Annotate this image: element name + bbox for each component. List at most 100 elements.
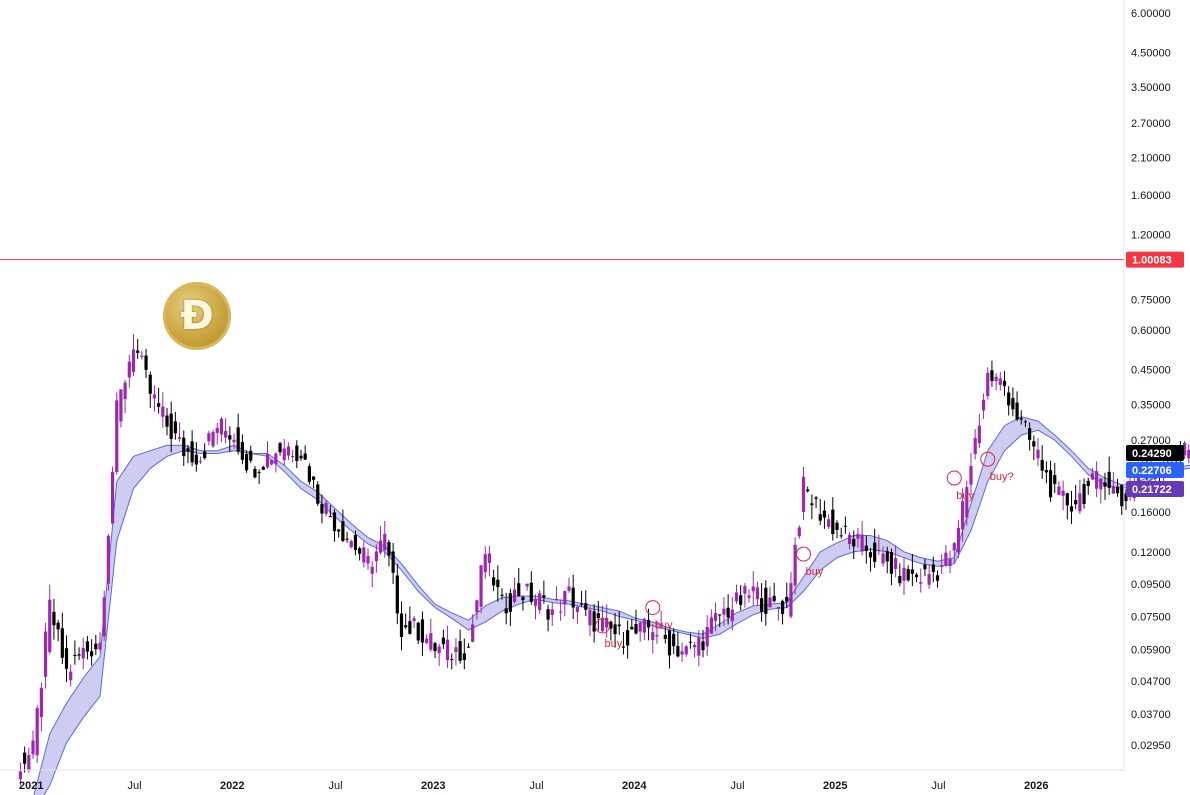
price-label-box	[1126, 462, 1184, 478]
candle-body	[1053, 475, 1057, 484]
candle-body	[801, 476, 806, 512]
candle-body	[219, 418, 224, 435]
dogecoin-logo-glyph: Ð	[180, 293, 214, 339]
candle-body	[613, 624, 617, 635]
candle-body	[1187, 449, 1190, 459]
candle-body	[90, 651, 94, 657]
candle-body	[85, 641, 90, 652]
candle-body	[873, 542, 877, 562]
candle-body	[680, 651, 684, 655]
candle-body	[1002, 380, 1007, 387]
candle-body	[27, 754, 31, 771]
candle-body	[353, 534, 358, 551]
candle-body	[274, 453, 278, 464]
price-label-box	[1126, 445, 1184, 461]
candle-body	[885, 551, 889, 562]
candle-body	[676, 646, 680, 657]
price-label-text: 0.22706	[1132, 465, 1172, 477]
candle-body	[1057, 486, 1061, 495]
candle-body	[630, 626, 634, 630]
candle-body	[1111, 486, 1115, 494]
x-tick-label: Jul	[932, 780, 946, 792]
candle-body	[148, 374, 152, 394]
candle-body	[1036, 449, 1040, 459]
band-fill	[33, 416, 1190, 795]
candle-body	[487, 553, 492, 563]
candle-body	[299, 455, 303, 459]
y-tick-label: 0.60000	[1131, 325, 1171, 337]
candle-body	[190, 441, 194, 463]
candle-body	[927, 574, 931, 585]
candle-body	[626, 630, 630, 646]
candle-body	[198, 461, 203, 463]
candle-body	[94, 643, 98, 650]
x-tick-label: Jul	[128, 780, 142, 792]
candle-body	[362, 547, 366, 563]
candle-body	[1115, 486, 1120, 494]
candle-body	[1086, 480, 1090, 486]
candle-body	[127, 361, 131, 378]
y-tick-label: 0.07500	[1131, 611, 1171, 623]
candle-body	[504, 608, 508, 614]
candle-body	[291, 456, 295, 458]
price-label-box	[1126, 251, 1184, 268]
candle-body	[688, 641, 693, 643]
candle-body	[441, 637, 445, 645]
candle-body	[538, 593, 542, 611]
candle-body	[563, 591, 567, 605]
candle-body	[425, 638, 429, 644]
candle-body	[994, 376, 998, 382]
candle-body	[998, 378, 1002, 385]
candle-body	[780, 600, 785, 615]
x-tick-label: 2022	[220, 780, 244, 792]
candle-body	[839, 535, 843, 537]
candle-body	[399, 613, 404, 638]
candle-body	[416, 622, 420, 641]
candle-body	[244, 454, 249, 471]
candle-body	[249, 450, 253, 461]
time-axis[interactable]: 2021 Jul 2022 Jul 2023 Jul 2024 Jul 2025 Jul 2026	[19, 780, 1048, 792]
candle-body	[115, 400, 119, 473]
candle-body	[56, 622, 60, 630]
candle-body	[831, 509, 835, 535]
candle-body	[646, 619, 651, 628]
candle-body	[667, 630, 672, 656]
candle-body	[64, 648, 69, 669]
candle-body	[600, 617, 605, 632]
candle-body	[1015, 402, 1019, 420]
price-axis[interactable]: 6.00000 4.50000 3.50000 2.70000 2.10000 1.600…	[1131, 8, 1171, 752]
band-upper-line	[33, 416, 1190, 795]
candle-body	[1032, 441, 1036, 447]
candle-body	[889, 552, 894, 574]
y-tick-label: 0.02950	[1131, 740, 1171, 752]
candle-body	[496, 579, 500, 588]
candle-body	[864, 545, 868, 551]
candle-body	[919, 582, 923, 584]
candle-body	[1120, 484, 1124, 507]
candle-body	[378, 540, 383, 553]
candle-body	[672, 633, 676, 647]
candle-body	[847, 534, 852, 545]
candle-body	[270, 459, 274, 465]
candle-body	[320, 504, 324, 514]
y-tick-label: 0.45000	[1131, 365, 1171, 377]
candle-body	[324, 502, 328, 514]
candle-body	[772, 595, 776, 602]
price-labels: 1.00083 0.24290 0.22706 0.21722	[1126, 251, 1184, 497]
candle-body	[856, 533, 860, 539]
y-tick-label: 3.50000	[1131, 82, 1171, 94]
y-tick-label: 2.10000	[1131, 153, 1171, 165]
candle-body	[990, 370, 994, 381]
candle-body	[1011, 398, 1015, 410]
candle-body	[935, 575, 940, 581]
candle-body	[303, 453, 307, 460]
candle-body	[366, 555, 370, 564]
candle-body	[1099, 478, 1103, 490]
price-label-text: 0.24290	[1132, 448, 1172, 460]
candle-body	[546, 609, 550, 620]
candle-body	[789, 583, 793, 617]
candle-body	[559, 611, 563, 613]
candle-body	[961, 501, 965, 530]
y-tick-label: 2.70000	[1131, 118, 1171, 130]
